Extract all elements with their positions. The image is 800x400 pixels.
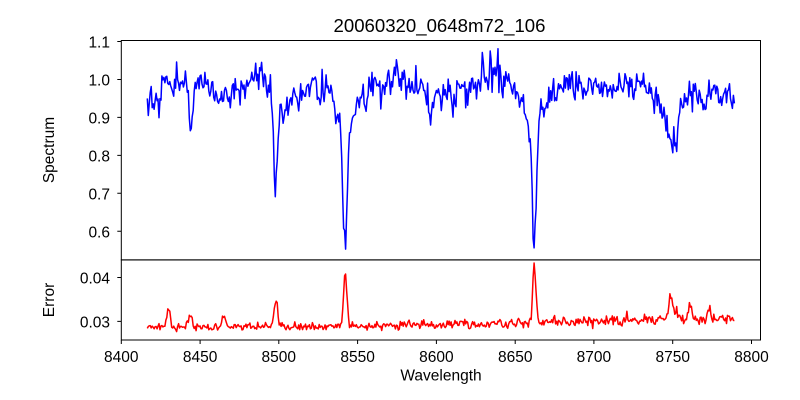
- svg-text:8600: 8600: [419, 349, 454, 366]
- svg-text:1.0: 1.0: [88, 73, 110, 90]
- svg-text:0.6: 0.6: [88, 224, 110, 241]
- svg-text:8700: 8700: [577, 349, 612, 366]
- svg-text:Error: Error: [41, 283, 58, 317]
- svg-text:0.8: 0.8: [88, 149, 110, 166]
- svg-text:Wavelength: Wavelength: [400, 367, 481, 384]
- svg-text:8650: 8650: [498, 349, 533, 366]
- svg-text:8500: 8500: [262, 349, 297, 366]
- svg-text:0.04: 0.04: [80, 271, 111, 288]
- svg-text:Spectrum: Spectrum: [41, 117, 58, 183]
- svg-text:8450: 8450: [183, 349, 218, 366]
- svg-text:0.7: 0.7: [88, 186, 110, 203]
- svg-text:8550: 8550: [340, 349, 375, 366]
- svg-text:20060320_0648m72_106: 20060320_0648m72_106: [334, 15, 546, 37]
- svg-text:8400: 8400: [104, 349, 139, 366]
- svg-text:8800: 8800: [734, 349, 769, 366]
- svg-text:1.1: 1.1: [88, 35, 110, 52]
- svg-text:0.03: 0.03: [80, 315, 110, 332]
- svg-text:0.9: 0.9: [88, 111, 110, 128]
- svg-text:8750: 8750: [655, 349, 690, 366]
